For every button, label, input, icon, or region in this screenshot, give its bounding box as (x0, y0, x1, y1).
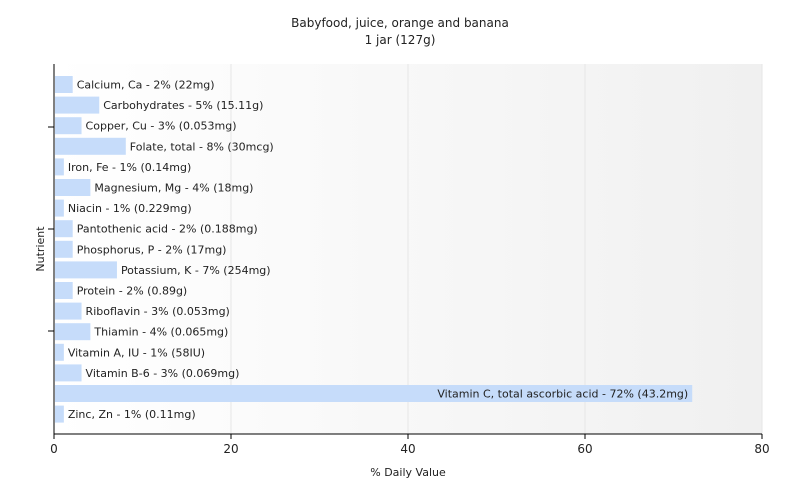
bars: Calcium, Ca - 2% (22mg) Carbohydrates - 5… (55, 76, 693, 423)
axes: 0 20 40 60 80 (48, 64, 770, 456)
bar-label: Folate, total - 8% (30mcg) (130, 140, 274, 153)
bar-label: Vitamin B-6 - 3% (0.069mg) (86, 367, 240, 380)
bar (55, 405, 64, 423)
bar (55, 385, 693, 402)
bar (55, 261, 117, 279)
chart-subtitle: 1 jar (127g) (365, 33, 436, 47)
bar-label: Protein - 2% (0.89g) (77, 285, 188, 298)
bar (55, 240, 73, 258)
bar-label: Potassium, K - 7% (254mg) (121, 264, 271, 277)
x-tick-label: 80 (754, 442, 769, 456)
x-axis-label: % Daily Value (370, 466, 446, 479)
bar-label: Vitamin C, total ascorbic acid - 72% (43… (437, 388, 688, 401)
bar (55, 199, 64, 217)
x-tick-label: 40 (400, 442, 415, 456)
x-tick-label: 20 (223, 442, 238, 456)
x-tick-label: 0 (50, 442, 58, 456)
bar (55, 323, 91, 341)
bar-label: Phosphorus, P - 2% (17mg) (77, 243, 227, 256)
y-axis-label: Nutrient (34, 226, 47, 272)
bar-label: Magnesium, Mg - 4% (18mg) (94, 182, 253, 195)
bar-label: Niacin - 1% (0.229mg) (68, 202, 192, 215)
grid-lines (230, 64, 763, 434)
bar-label: Copper, Cu - 3% (0.053mg) (86, 120, 237, 133)
x-tick-label: 60 (577, 442, 592, 456)
bar (55, 282, 73, 299)
bar (55, 158, 64, 176)
chart-title: Babyfood, juice, orange and banana (291, 16, 509, 30)
bar (55, 302, 82, 320)
bar (55, 117, 82, 135)
bar-label: Thiamin - 4% (0.065mg) (93, 326, 228, 339)
bar (55, 364, 82, 382)
bar-label: Carbohydrates - 5% (15.11g) (103, 99, 263, 112)
bar-label: Iron, Fe - 1% (0.14mg) (68, 161, 191, 174)
bar-label: Vitamin A, IU - 1% (58IU) (68, 346, 205, 359)
bar (55, 343, 64, 361)
bar (55, 137, 126, 155)
bar-label: Calcium, Ca - 2% (22mg) (77, 79, 215, 92)
bar-label: Riboflavin - 3% (0.053mg) (86, 305, 230, 318)
bar-label: Pantothenic acid - 2% (0.188mg) (77, 223, 258, 236)
bar (55, 96, 100, 114)
bar (55, 76, 73, 93)
bar (55, 179, 91, 196)
bar-label: Zinc, Zn - 1% (0.11mg) (68, 408, 196, 421)
bar (55, 220, 73, 238)
